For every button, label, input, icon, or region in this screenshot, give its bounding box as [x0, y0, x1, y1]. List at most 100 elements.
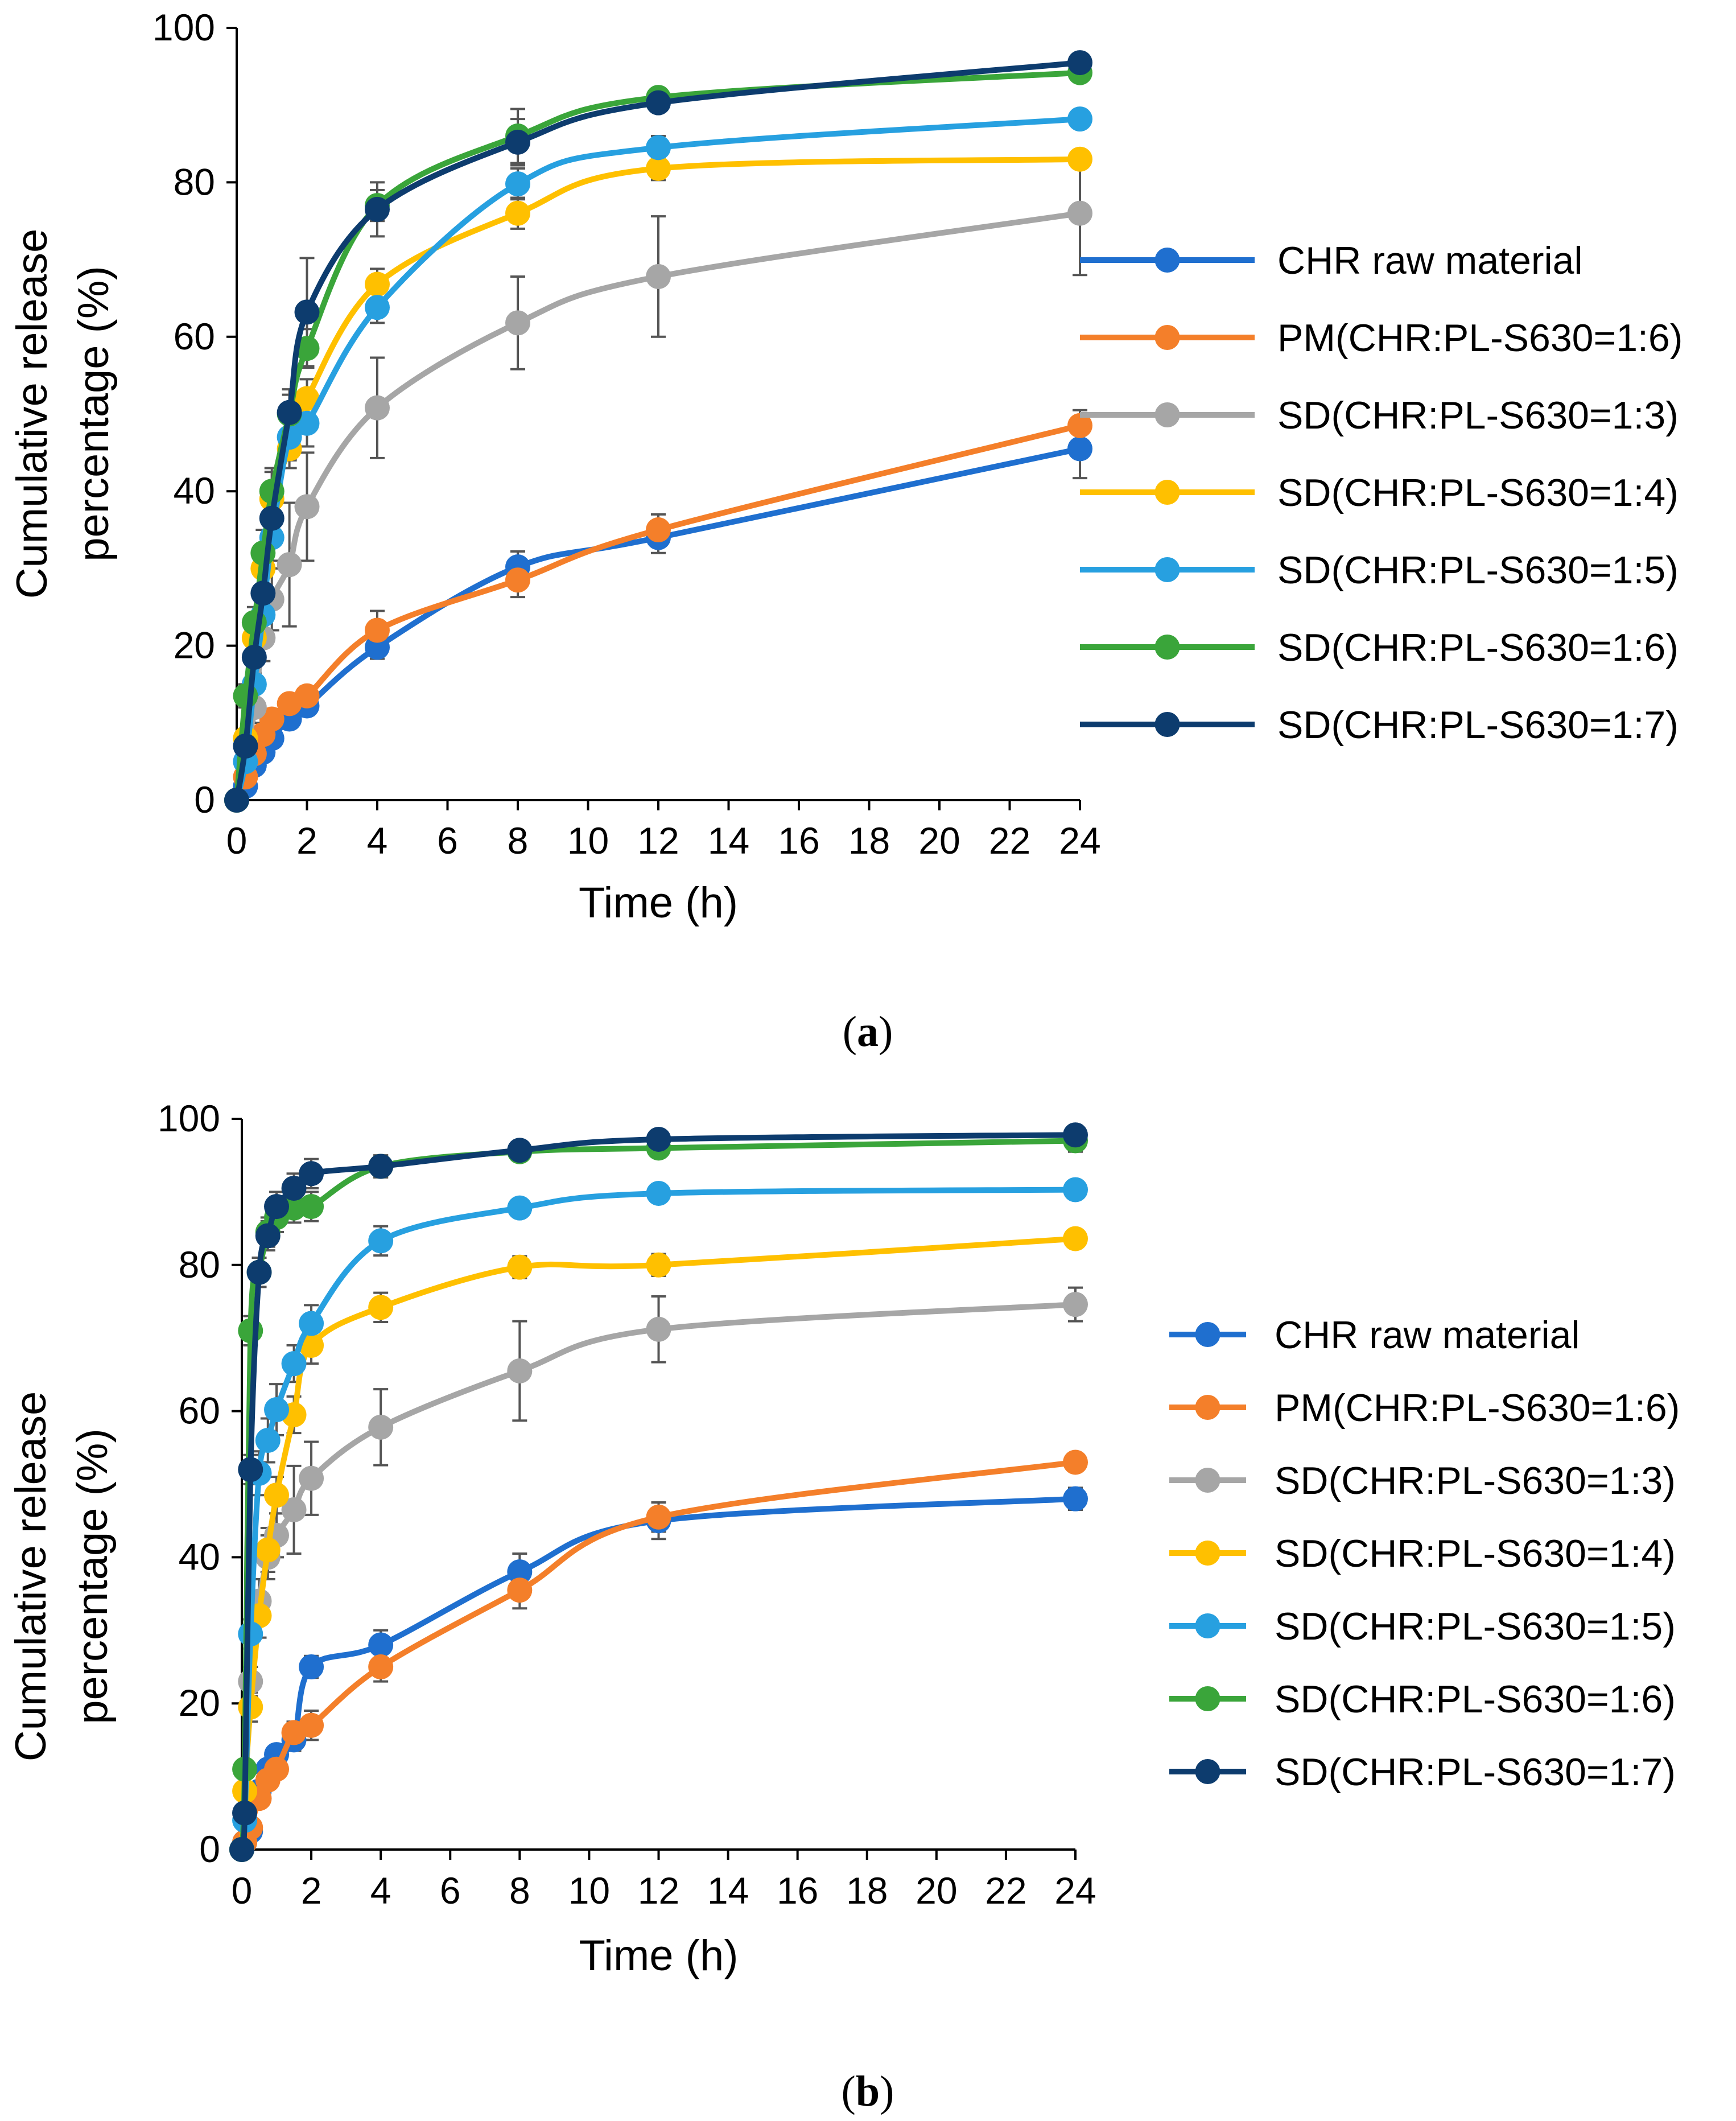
y-tick-label: 60	[179, 1390, 220, 1432]
x-tick-label: 22	[989, 819, 1030, 862]
y-tick-label: 40	[179, 1535, 220, 1578]
data-point	[238, 1621, 263, 1647]
data-point	[259, 505, 284, 531]
series-7	[224, 50, 1092, 813]
data-point	[1067, 106, 1092, 132]
data-point	[232, 1800, 258, 1826]
data-point	[294, 299, 320, 325]
x-tick-label: 0	[226, 819, 248, 862]
legend-item-2: PM(CHR:PL-S630=1:6)	[1169, 1386, 1680, 1430]
legend-label: PM(CHR:PL-S630=1:6)	[1275, 1386, 1680, 1430]
data-point	[277, 400, 302, 425]
legend-label: SD(CHR:PL-S630=1:5)	[1275, 1605, 1676, 1648]
data-point	[1063, 1122, 1088, 1148]
legend-item-2: PM(CHR:PL-S630=1:6)	[1080, 316, 1683, 360]
y-axis-title-line1: Cumulative release	[7, 1391, 55, 1762]
legend-label: SD(CHR:PL-S630=1:3)	[1277, 394, 1679, 437]
data-point	[505, 129, 530, 155]
series-1	[229, 1486, 1088, 1862]
legend-label: SD(CHR:PL-S630=1:6)	[1277, 626, 1679, 669]
x-tick-label: 12	[637, 819, 679, 862]
x-tick-label: 16	[778, 819, 819, 862]
panel-caption: (b)	[842, 2068, 894, 2115]
data-point	[507, 1195, 533, 1221]
data-point	[281, 1351, 307, 1377]
x-axis-title: Time (h)	[579, 1931, 738, 1980]
data-point	[507, 1578, 533, 1603]
data-point	[1063, 1486, 1088, 1512]
legend-item-6: SD(CHR:PL-S630=1:6)	[1080, 626, 1679, 669]
error-bars-series-3	[237, 1286, 1083, 1822]
data-point	[264, 1194, 290, 1220]
legend-item-4: SD(CHR:PL-S630=1:4)	[1169, 1532, 1676, 1575]
y-axis-title-line1: Cumulative release	[8, 229, 56, 599]
x-tick-label: 14	[708, 819, 749, 862]
legend-swatch-marker	[1154, 557, 1180, 582]
panel-caption: (a)	[843, 1008, 893, 1056]
legend-swatch-marker	[1154, 635, 1180, 660]
data-point	[238, 1457, 263, 1482]
y-tick-label: 0	[199, 1828, 220, 1870]
data-point	[299, 1465, 324, 1491]
legend: CHR raw material PM(CHR:PL-S630=1:6) SD(CH…	[1169, 1313, 1680, 1794]
data-point	[646, 155, 671, 181]
data-point	[299, 1194, 324, 1220]
x-tick-label: 6	[440, 1869, 461, 1912]
data-point	[646, 90, 671, 116]
legend-swatch-marker	[1154, 712, 1180, 737]
x-tick-label: 10	[568, 1869, 610, 1912]
legend-swatch-marker	[1195, 1613, 1220, 1638]
series-line	[234, 446, 1081, 802]
data-point	[250, 540, 276, 566]
data-point	[255, 1537, 281, 1563]
data-point	[368, 1295, 394, 1320]
series-line	[234, 69, 1081, 801]
data-point	[264, 1756, 290, 1782]
y-tick-label: 20	[174, 624, 215, 666]
y-tick-label: 40	[174, 469, 215, 512]
data-point	[368, 1654, 394, 1679]
data-point	[294, 386, 320, 411]
x-tick-label: 0	[232, 1869, 253, 1912]
data-point	[365, 617, 390, 643]
legend-item-6: SD(CHR:PL-S630=1:6)	[1169, 1678, 1676, 1721]
y-tick-label: 80	[174, 160, 215, 203]
data-point	[299, 1311, 324, 1336]
legend-label: SD(CHR:PL-S630=1:6)	[1275, 1678, 1676, 1721]
legend-label: SD(CHR:PL-S630=1:7)	[1277, 703, 1679, 747]
data-point	[277, 552, 302, 578]
series-1	[224, 436, 1092, 813]
data-point	[233, 734, 258, 759]
y-tick-label: 20	[179, 1682, 220, 1724]
legend-item-4: SD(CHR:PL-S630=1:4)	[1080, 471, 1679, 514]
legend-item-1: CHR raw material	[1080, 239, 1583, 282]
data-point	[294, 683, 320, 709]
data-point	[368, 1414, 394, 1440]
legend-item-5: SD(CHR:PL-S630=1:5)	[1169, 1605, 1676, 1648]
data-point	[1067, 413, 1092, 438]
x-tick-label: 4	[367, 819, 388, 862]
legend-swatch-marker	[1195, 1322, 1220, 1347]
series-line	[234, 423, 1081, 801]
data-point	[505, 310, 530, 336]
legend-item-5: SD(CHR:PL-S630=1:5)	[1080, 549, 1679, 592]
x-tick-label: 12	[638, 1869, 679, 1912]
x-tick-label: 4	[370, 1869, 391, 1912]
data-point	[233, 683, 258, 709]
x-tick-label: 10	[567, 819, 609, 862]
series-2	[229, 1449, 1088, 1862]
legend-swatch-marker	[1195, 1468, 1220, 1493]
data-point	[224, 788, 249, 813]
data-point	[365, 196, 390, 222]
x-tick-label: 20	[918, 819, 960, 862]
data-point	[368, 1632, 394, 1658]
data-point	[646, 263, 671, 289]
data-point	[505, 200, 530, 226]
data-point	[264, 1397, 290, 1423]
data-point	[365, 271, 390, 297]
data-point	[1067, 146, 1092, 172]
data-point	[365, 295, 390, 320]
x-tick-label: 14	[707, 1869, 749, 1912]
